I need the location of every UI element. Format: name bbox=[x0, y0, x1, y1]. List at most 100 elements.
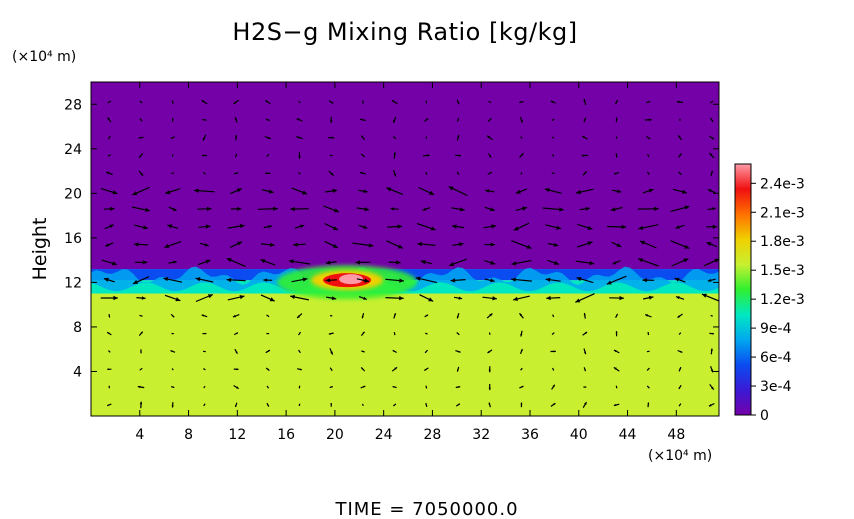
wind-arrow bbox=[361, 313, 365, 319]
wind-arrow bbox=[171, 368, 174, 371]
wind-arrow bbox=[678, 403, 682, 407]
wind-arrow bbox=[233, 172, 239, 175]
wind-arrow bbox=[577, 241, 593, 248]
y-axis-ticks: 4 8 12 16 20 24 28 bbox=[64, 97, 719, 380]
wind-arrow bbox=[550, 402, 556, 407]
wind-arrow bbox=[171, 154, 174, 157]
wind-arrow bbox=[487, 117, 492, 122]
wind-arrow bbox=[165, 188, 181, 195]
wind-arrow bbox=[323, 205, 340, 213]
wind-arrow bbox=[615, 117, 618, 123]
y-tick-label: 24 bbox=[64, 142, 82, 158]
wind-arrow bbox=[227, 295, 245, 301]
wind-arrow bbox=[647, 332, 650, 336]
wind-arrow bbox=[455, 350, 461, 353]
wind-arrow bbox=[194, 188, 215, 193]
wind-arrow bbox=[483, 224, 497, 229]
wind-arrow bbox=[171, 172, 175, 174]
wind-arrow bbox=[486, 135, 493, 141]
mixing-ratio-field bbox=[91, 82, 719, 416]
wind-arrow bbox=[260, 294, 275, 302]
wind-arrow bbox=[234, 348, 238, 354]
wind-arrow bbox=[360, 331, 365, 336]
wind-arrow bbox=[703, 258, 719, 267]
wind-arrow bbox=[106, 331, 112, 336]
wind-arrow bbox=[360, 366, 366, 372]
colorbar-tick-label: 0 bbox=[760, 408, 769, 424]
wind-arrow bbox=[515, 206, 528, 211]
field-peak-max bbox=[339, 274, 364, 285]
wind-arrow bbox=[642, 188, 654, 194]
wind-arrow bbox=[642, 295, 654, 300]
wind-arrow bbox=[646, 367, 650, 371]
wind-arrow bbox=[575, 293, 595, 303]
field-layer-3 bbox=[91, 82, 719, 270]
wind-arrow bbox=[298, 171, 301, 175]
wind-arrow bbox=[425, 100, 427, 104]
wind-arrow bbox=[612, 260, 621, 265]
wind-arrow bbox=[677, 349, 683, 353]
wind-arrow bbox=[425, 171, 428, 175]
wind-arrow bbox=[425, 332, 428, 335]
wind-arrow bbox=[104, 224, 114, 230]
wind-arrow bbox=[296, 368, 303, 371]
wind-arrow bbox=[519, 152, 524, 159]
wind-arrow bbox=[488, 366, 491, 373]
wind-arrow bbox=[170, 136, 175, 140]
wind-arrow bbox=[575, 260, 595, 266]
wind-arrow bbox=[424, 314, 429, 318]
wind-arrow bbox=[199, 242, 209, 247]
wind-arrow bbox=[639, 240, 657, 249]
y-tick-label: 20 bbox=[64, 186, 82, 202]
wind-arrow bbox=[710, 314, 713, 317]
wind-arrow bbox=[677, 153, 683, 158]
wind-arrow bbox=[293, 242, 306, 247]
wind-arrow bbox=[138, 136, 144, 139]
wind-arrow bbox=[416, 222, 436, 231]
wind-arrow bbox=[451, 224, 465, 229]
x-tick-label: 16 bbox=[277, 427, 295, 443]
wind-arrow bbox=[385, 278, 404, 283]
wind-arrow bbox=[519, 348, 523, 355]
colorbar-tick-label: 1.8e-3 bbox=[760, 234, 805, 250]
wind-arrow bbox=[168, 206, 177, 212]
wind-arrow bbox=[488, 332, 491, 335]
wind-arrow bbox=[420, 260, 433, 265]
wind-arrow bbox=[234, 116, 238, 123]
wind-arrow bbox=[642, 278, 655, 283]
wind-arrow bbox=[171, 402, 174, 408]
wind-arrow bbox=[359, 118, 366, 122]
wind-arrow bbox=[234, 153, 238, 158]
wind-arrow bbox=[456, 134, 460, 141]
wind-arrow bbox=[425, 136, 428, 139]
wind-arrow bbox=[644, 118, 652, 122]
wind-arrow bbox=[360, 135, 366, 141]
wind-arrow bbox=[547, 242, 559, 247]
field-transition-band bbox=[91, 266, 719, 292]
wind-arrow bbox=[230, 188, 243, 195]
wind-arrow bbox=[101, 259, 118, 266]
wind-arrow bbox=[582, 170, 588, 176]
wind-arrow bbox=[488, 402, 491, 408]
wind-arrow bbox=[233, 368, 239, 371]
wind-arrow bbox=[606, 224, 627, 229]
wind-arrow bbox=[418, 186, 435, 196]
wind-arrow bbox=[678, 171, 682, 176]
wind-arrow bbox=[637, 258, 659, 267]
colorbar-ticks: 0 3e-4 6e-4 9e-4 1.2e-3 1.5e-3 1.8e-3 2.1e-3 2.4… bbox=[751, 176, 805, 424]
wind-arrow bbox=[615, 331, 618, 337]
x-tick-label: 12 bbox=[228, 427, 246, 443]
wind-arrow bbox=[358, 296, 368, 300]
wind-arrow bbox=[356, 207, 370, 212]
wind-arrow bbox=[197, 206, 212, 211]
wind-arrow bbox=[552, 154, 555, 157]
wind-arrow bbox=[164, 294, 181, 302]
wind-arrow bbox=[582, 401, 588, 409]
wind-arrow bbox=[484, 242, 495, 247]
wind-arrow bbox=[422, 207, 431, 211]
wind-arrow bbox=[646, 135, 651, 140]
wind-arrow bbox=[487, 153, 492, 158]
wind-arrow bbox=[362, 100, 364, 104]
wind-arrow bbox=[638, 224, 659, 230]
wind-arrow bbox=[329, 154, 333, 157]
